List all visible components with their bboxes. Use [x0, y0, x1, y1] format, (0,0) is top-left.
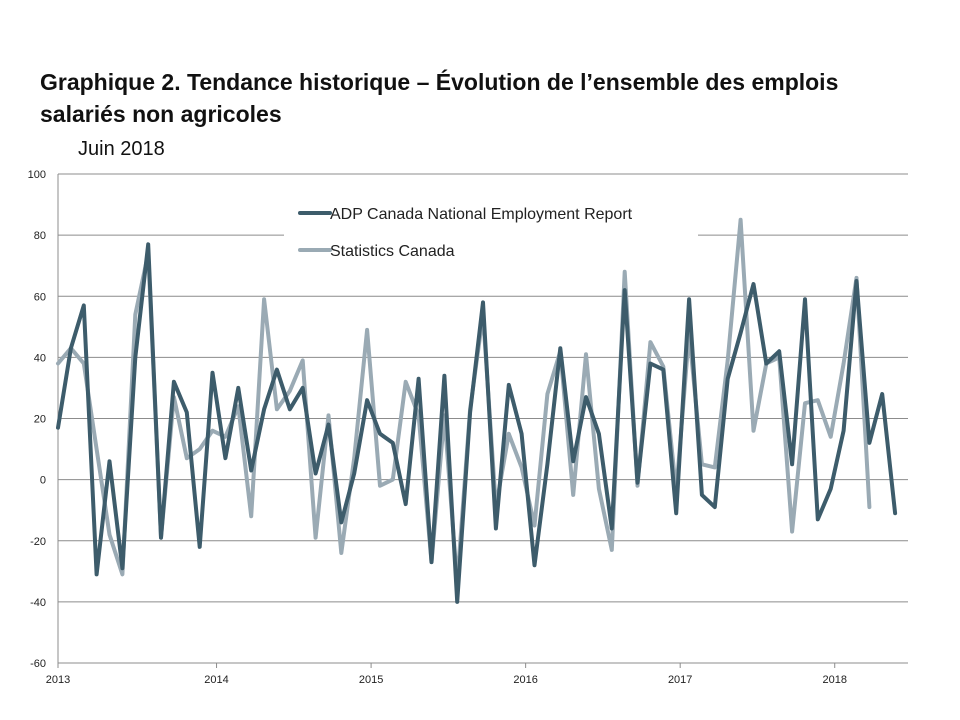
- x-tick-label: 2018: [822, 674, 846, 686]
- y-tick-label: 60: [34, 291, 46, 303]
- chart-subtitle: Juin 2018: [78, 138, 165, 160]
- axis-layer: -60 -40 -20 0 20 40 60 80 100 2013 2014 2015 2016 201…: [28, 169, 847, 686]
- y-tick-label: 40: [34, 352, 46, 364]
- series-line-adp: [56, 242, 898, 604]
- legend-label-adp: ADP Canada National Employment Report: [330, 206, 633, 223]
- legend-background: [284, 192, 698, 268]
- chart-title: Graphique 2. Tendance historique – Évolu…: [40, 69, 839, 127]
- y-tick-label: -60: [30, 658, 46, 670]
- y-tick-label: 100: [28, 169, 46, 181]
- y-tick-label: -40: [30, 597, 46, 609]
- y-tick-label: -20: [30, 536, 46, 548]
- series-layer: [56, 217, 898, 604]
- x-tick-label: 2015: [359, 674, 383, 686]
- y-tick-label: 0: [40, 475, 46, 487]
- y-tick-label: 80: [34, 230, 46, 242]
- y-tick-label: 20: [34, 414, 46, 426]
- x-tick-label: 2014: [204, 674, 228, 686]
- x-tick-label: 2016: [513, 674, 537, 686]
- legend-label-statcan: Statistics Canada: [330, 243, 455, 260]
- x-tick-label: 2017: [668, 674, 692, 686]
- x-tick-label: 2013: [46, 674, 70, 686]
- legend: ADP Canada National Employment Report St…: [284, 192, 698, 268]
